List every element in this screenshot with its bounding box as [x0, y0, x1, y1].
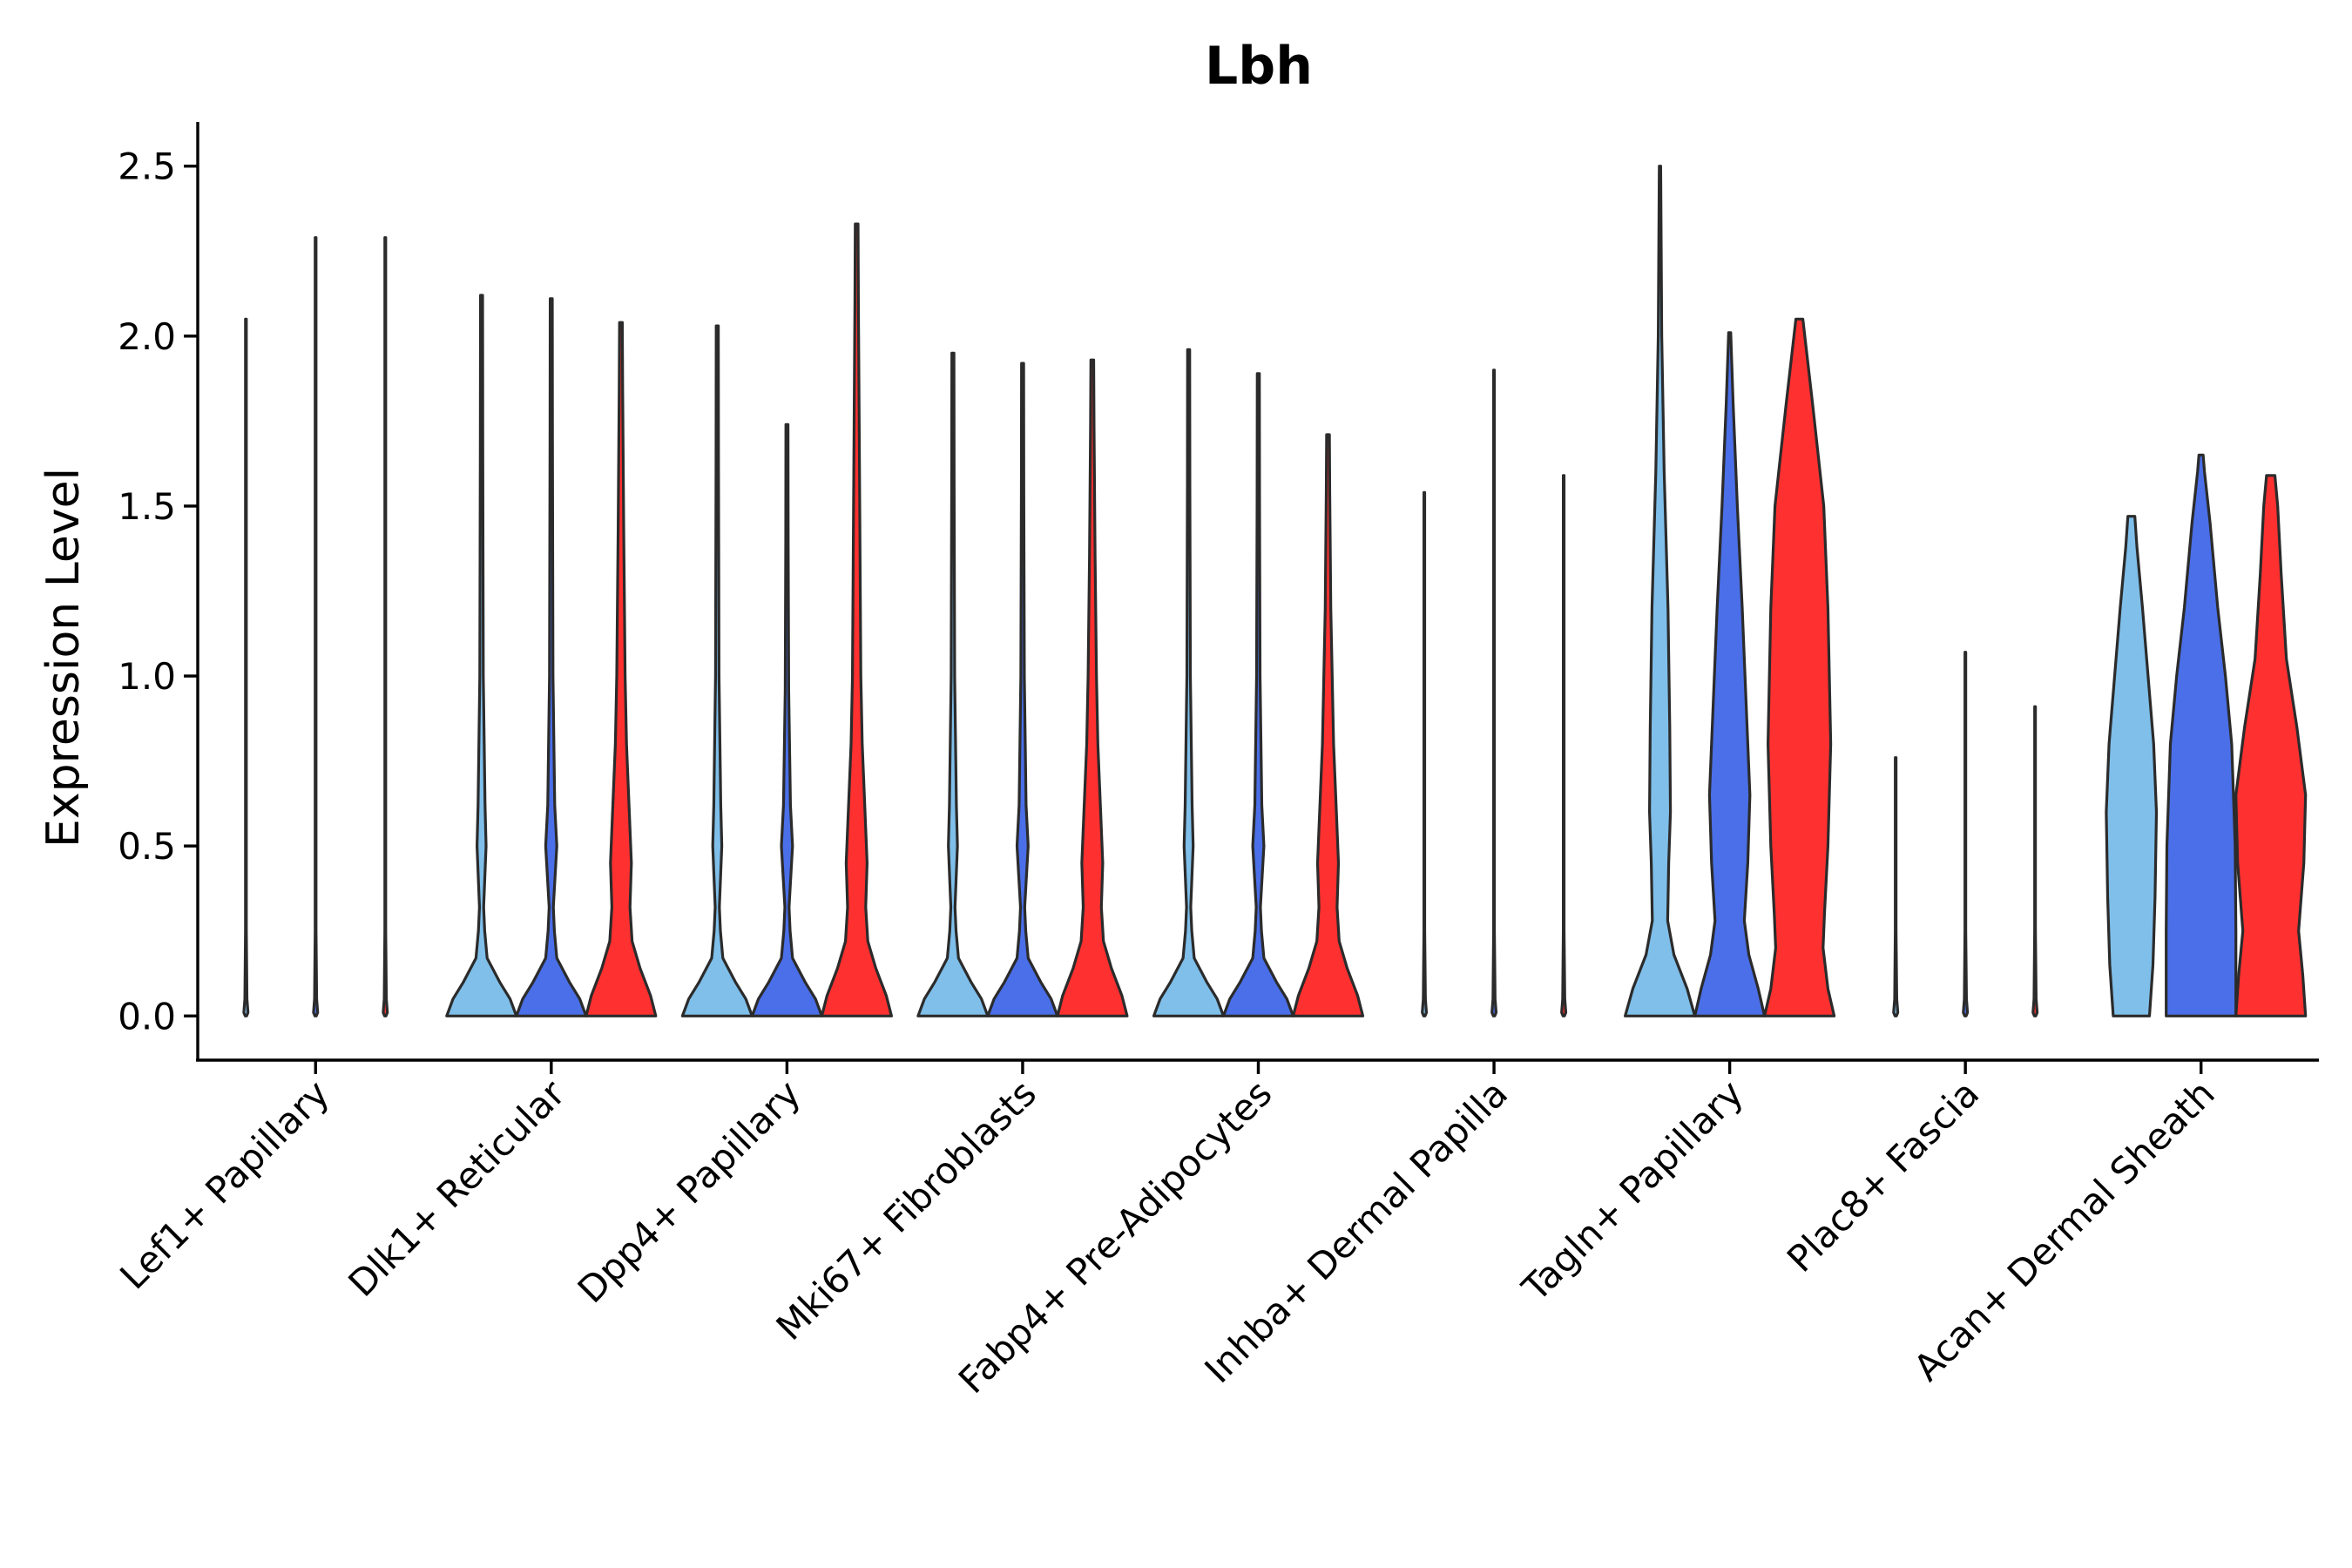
y-tick-label: 0.0 — [118, 995, 176, 1037]
x-tick-label: Tagln+ Papillary — [1513, 1071, 1751, 1309]
violin-1-series-2 — [312, 236, 320, 1017]
violin-9-series-1 — [2105, 515, 2159, 1017]
violin-3-series-1 — [680, 324, 754, 1017]
y-tick-label: 2.0 — [118, 315, 176, 358]
violin-6-series-3 — [1560, 474, 1568, 1017]
x-tick-label: Lef1+ Papillary — [112, 1071, 337, 1297]
y-tick-label: 1.0 — [118, 655, 176, 698]
violin-6-series-2 — [1490, 368, 1498, 1017]
x-tick-label: Mki67+ Fibroblasts — [768, 1071, 1044, 1348]
violin-6-series-1 — [1421, 490, 1429, 1017]
violin-3-series-2 — [750, 422, 823, 1017]
violin-2-series-1 — [445, 294, 518, 1017]
violin-3-series-3 — [820, 222, 893, 1017]
x-tick-label: Plac8+ Fascia — [1779, 1071, 1987, 1280]
x-tick-label: Dpp4+ Papillary — [570, 1071, 809, 1311]
violin-1-series-3 — [382, 236, 389, 1017]
violin-9-series-2 — [2165, 453, 2238, 1017]
violin-7-series-2 — [1693, 331, 1767, 1017]
violin-4-series-2 — [986, 362, 1059, 1017]
violin-1-series-1 — [242, 317, 250, 1017]
violin-4-series-3 — [1056, 358, 1129, 1017]
violin-7-series-3 — [1763, 317, 1836, 1017]
violin-5-series-2 — [1221, 372, 1295, 1017]
violin-2-series-3 — [585, 321, 658, 1017]
violin-layer — [242, 165, 2308, 1017]
y-axis-label: Expression Level — [37, 468, 90, 848]
violin-5-series-3 — [1291, 433, 1365, 1017]
violin-8-series-1 — [1892, 756, 1900, 1017]
violin-7-series-1 — [1624, 165, 1697, 1017]
y-tick-label: 0.5 — [118, 825, 176, 868]
violin-8-series-3 — [2031, 705, 2039, 1017]
violin-8-series-2 — [1962, 651, 1970, 1017]
y-tick-label: 1.5 — [118, 485, 176, 528]
y-tick-label: 2.5 — [118, 145, 176, 188]
violin-2-series-2 — [515, 297, 588, 1017]
chart-title: Lbh — [1205, 36, 1313, 97]
violin-5-series-1 — [1152, 348, 1226, 1017]
violin-4-series-1 — [916, 351, 990, 1017]
violin-9-series-3 — [2234, 474, 2308, 1017]
x-tick-label: Dlk1+ Reticular — [340, 1071, 573, 1305]
y-ticks: 0.0 0.5 1.0 1.5 2.0 2.5 — [118, 145, 198, 1037]
